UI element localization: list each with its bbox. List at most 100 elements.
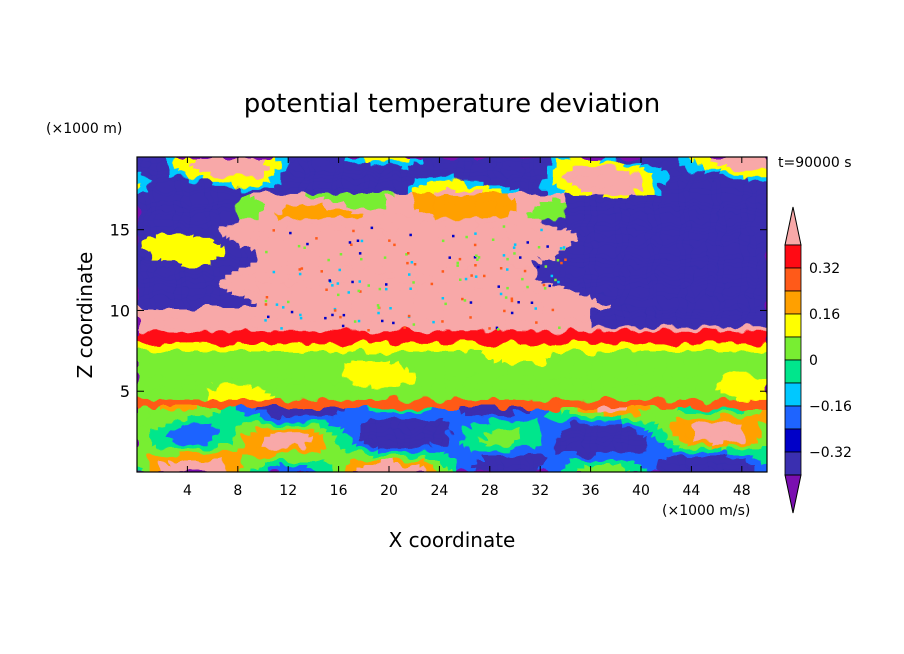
field-cell xyxy=(281,411,289,417)
field-cell xyxy=(552,371,560,376)
field-cell xyxy=(382,306,390,312)
field-cell xyxy=(445,371,453,376)
field-cell xyxy=(155,439,163,445)
field-cell xyxy=(552,358,560,364)
field-cell xyxy=(149,338,157,344)
field-cell xyxy=(137,467,144,472)
field-cell xyxy=(489,415,497,421)
field-cell xyxy=(193,346,201,352)
field-cell xyxy=(237,358,245,364)
field-cell xyxy=(508,346,516,352)
field-cell xyxy=(615,419,623,425)
field-cell xyxy=(515,391,522,396)
field-cell xyxy=(288,362,296,368)
field-cell xyxy=(666,415,674,421)
field-cell xyxy=(332,310,340,316)
field-cell xyxy=(269,435,277,441)
field-cell xyxy=(200,439,207,445)
field-cell xyxy=(578,407,585,413)
field-cell xyxy=(565,302,573,308)
field-cell xyxy=(502,399,510,404)
field-cell xyxy=(609,290,617,295)
field-cell xyxy=(181,362,188,368)
field-cell xyxy=(754,427,762,433)
field-cell xyxy=(659,282,667,287)
field-cell xyxy=(622,334,629,340)
field-cell xyxy=(496,318,503,324)
field-cell xyxy=(653,334,661,340)
field-cell xyxy=(735,342,743,348)
field-cell xyxy=(754,391,762,396)
field-cell xyxy=(212,318,220,324)
field-cell xyxy=(634,419,642,425)
field-cell xyxy=(691,274,699,279)
field-cell xyxy=(540,318,548,324)
field-cell xyxy=(458,467,466,472)
field-cell xyxy=(149,342,157,348)
field-cell xyxy=(666,342,674,348)
field-cell xyxy=(584,379,592,384)
field-cell xyxy=(678,459,686,465)
field-cell xyxy=(382,403,390,408)
field-cell xyxy=(678,298,686,303)
field-cell xyxy=(439,399,447,404)
field-cell xyxy=(137,326,144,332)
field-cell xyxy=(212,407,220,413)
field-cell xyxy=(218,278,226,283)
field-cell xyxy=(458,278,466,283)
field-cell xyxy=(376,411,384,417)
field-cell xyxy=(174,342,182,348)
field-cell xyxy=(433,322,440,328)
field-cell xyxy=(332,270,340,275)
field-cell xyxy=(137,403,144,408)
field-cell xyxy=(218,346,226,352)
field-cell xyxy=(615,302,623,308)
field-cell xyxy=(741,387,749,392)
field-cell xyxy=(735,371,743,376)
field-cell xyxy=(691,427,699,433)
field-cell xyxy=(527,354,535,360)
field-cell xyxy=(615,455,623,461)
field-cell xyxy=(735,447,743,453)
field-cell xyxy=(237,354,245,360)
field-cell xyxy=(546,354,554,360)
field-cell xyxy=(546,270,554,275)
field-cell xyxy=(628,423,636,429)
field-cell xyxy=(754,379,762,384)
field-cell xyxy=(256,459,264,465)
field-cell xyxy=(319,371,327,376)
field-cell xyxy=(288,467,296,472)
field-cell xyxy=(137,451,144,457)
field-cell xyxy=(634,395,642,400)
field-cell xyxy=(609,455,617,461)
field-cell xyxy=(155,358,163,364)
field-cell xyxy=(634,270,642,275)
field-cell xyxy=(647,342,655,348)
field-cell xyxy=(489,427,497,433)
field-cell xyxy=(281,278,289,283)
field-cell xyxy=(710,467,718,472)
field-cell xyxy=(370,334,377,340)
field-cell xyxy=(218,362,226,368)
field-cell xyxy=(578,282,585,287)
field-cell xyxy=(218,334,226,340)
field-cell xyxy=(439,302,447,308)
field-cell xyxy=(288,338,296,344)
field-cell xyxy=(357,282,365,287)
field-cell xyxy=(540,383,548,388)
field-cell xyxy=(181,318,188,324)
field-cell xyxy=(470,467,478,472)
field-cell xyxy=(231,411,239,417)
field-cell xyxy=(716,346,724,352)
field-cell xyxy=(319,407,327,413)
field-cell xyxy=(357,415,365,421)
field-cell xyxy=(426,459,434,465)
field-cell xyxy=(187,326,195,332)
field-cell xyxy=(722,314,730,320)
field-cell xyxy=(540,447,548,453)
field-cell xyxy=(181,383,188,388)
field-cell xyxy=(420,443,428,449)
field-cell xyxy=(187,338,195,344)
field-cell xyxy=(653,367,661,372)
field-cell xyxy=(332,322,340,328)
